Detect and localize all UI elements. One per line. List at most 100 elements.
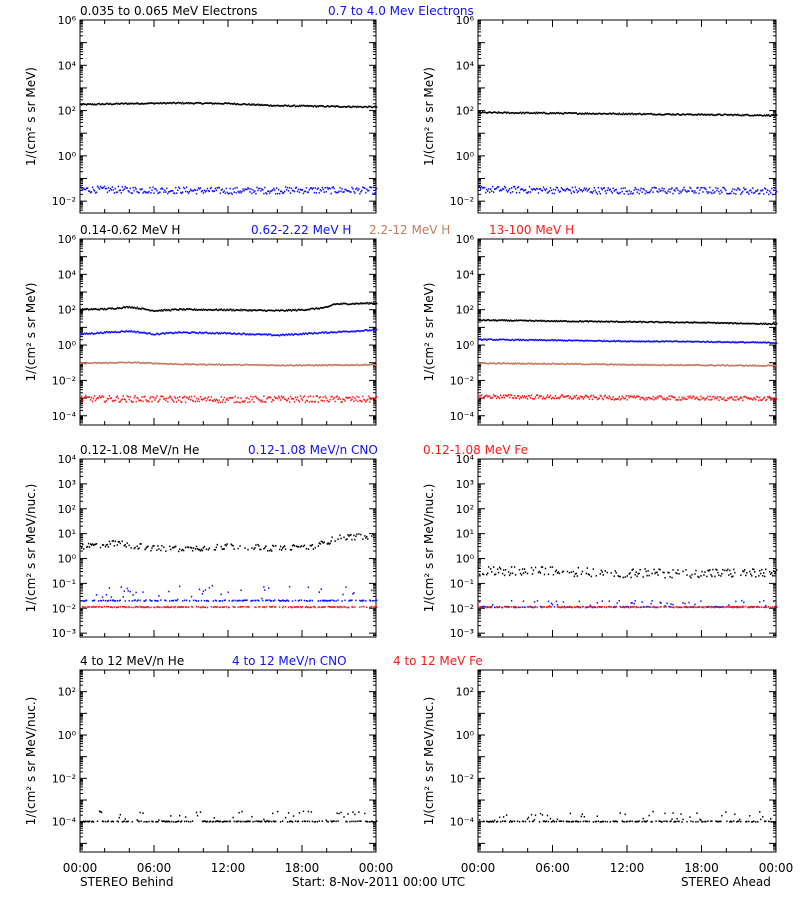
data-point	[265, 104, 267, 106]
data-point	[486, 319, 489, 321]
data-point	[264, 401, 266, 403]
data-point	[159, 398, 161, 401]
data-point	[687, 395, 689, 398]
data-point	[250, 309, 252, 311]
data-point	[365, 105, 367, 108]
data-point	[176, 102, 178, 104]
data-point	[712, 341, 714, 344]
data-point	[321, 105, 323, 108]
data-point	[256, 397, 258, 400]
data-point	[723, 341, 725, 343]
data-point	[306, 308, 309, 311]
data-point	[120, 586, 122, 588]
data-point	[294, 105, 297, 108]
data-point	[675, 114, 677, 116]
data-point	[660, 364, 662, 366]
data-point	[345, 106, 347, 109]
data-point	[373, 302, 375, 304]
data-point	[647, 113, 649, 115]
data-point	[205, 548, 208, 551]
data-point	[663, 341, 665, 343]
data-point	[273, 600, 275, 602]
data-point	[749, 322, 751, 325]
data-point	[683, 364, 685, 367]
data-point	[139, 188, 141, 191]
data-point	[746, 364, 748, 366]
data-point	[188, 190, 191, 193]
data-point	[632, 113, 634, 116]
data-point	[536, 394, 539, 396]
data-point	[685, 190, 687, 193]
data-point	[751, 191, 753, 194]
data-point	[376, 302, 378, 305]
data-point	[741, 364, 743, 367]
data-point	[242, 308, 244, 311]
data-point	[221, 188, 223, 191]
data-point	[709, 395, 711, 398]
data-point	[603, 339, 605, 342]
data-point	[359, 330, 361, 333]
data-point	[114, 103, 117, 105]
data-point	[481, 187, 484, 189]
data-point	[112, 189, 115, 191]
data-point	[113, 103, 116, 105]
data-point	[83, 600, 86, 602]
data-point	[490, 397, 493, 400]
data-point	[768, 193, 770, 196]
data-point	[154, 599, 156, 602]
data-point	[629, 395, 631, 398]
data-point	[301, 333, 304, 335]
data-point	[519, 111, 522, 114]
data-point	[269, 309, 271, 312]
data-point	[92, 188, 95, 191]
data-point	[349, 331, 351, 333]
data-point	[586, 395, 589, 398]
data-point	[156, 395, 158, 397]
data-point	[702, 113, 704, 116]
data-point	[144, 308, 146, 311]
data-point	[278, 334, 281, 337]
data-point	[645, 340, 647, 343]
data-point	[374, 363, 376, 366]
data-point	[607, 364, 609, 366]
data-point	[186, 363, 189, 365]
data-point	[352, 330, 354, 333]
data-point	[610, 363, 612, 365]
data-point	[540, 395, 543, 397]
data-point	[505, 189, 508, 192]
data-point	[232, 333, 234, 335]
data-point	[191, 399, 194, 402]
data-point	[665, 321, 667, 324]
data-point	[305, 364, 308, 367]
data-point	[701, 186, 703, 189]
data-point	[266, 364, 268, 367]
data-point	[539, 395, 542, 398]
data-point	[199, 395, 202, 398]
data-point	[139, 308, 141, 310]
data-point	[753, 192, 755, 194]
data-point	[81, 543, 84, 546]
data-point	[742, 113, 744, 116]
data-point	[126, 587, 128, 590]
data-point	[367, 189, 369, 192]
data-point	[756, 341, 758, 344]
data-point	[724, 399, 726, 402]
data-point	[215, 102, 218, 105]
data-point	[287, 333, 290, 335]
data-point	[271, 105, 273, 107]
data-point	[164, 397, 166, 400]
data-point	[228, 332, 230, 335]
data-point	[558, 397, 561, 400]
data-point	[504, 111, 507, 114]
data-point	[618, 396, 620, 398]
data-point	[259, 187, 261, 190]
data-point	[730, 192, 732, 195]
data-point	[255, 364, 257, 366]
data-point	[158, 400, 160, 402]
data-point	[576, 320, 579, 323]
data-point	[153, 192, 155, 194]
data-point	[291, 544, 294, 547]
data-point	[286, 334, 289, 336]
data-point	[319, 307, 321, 309]
data-point	[135, 307, 137, 310]
